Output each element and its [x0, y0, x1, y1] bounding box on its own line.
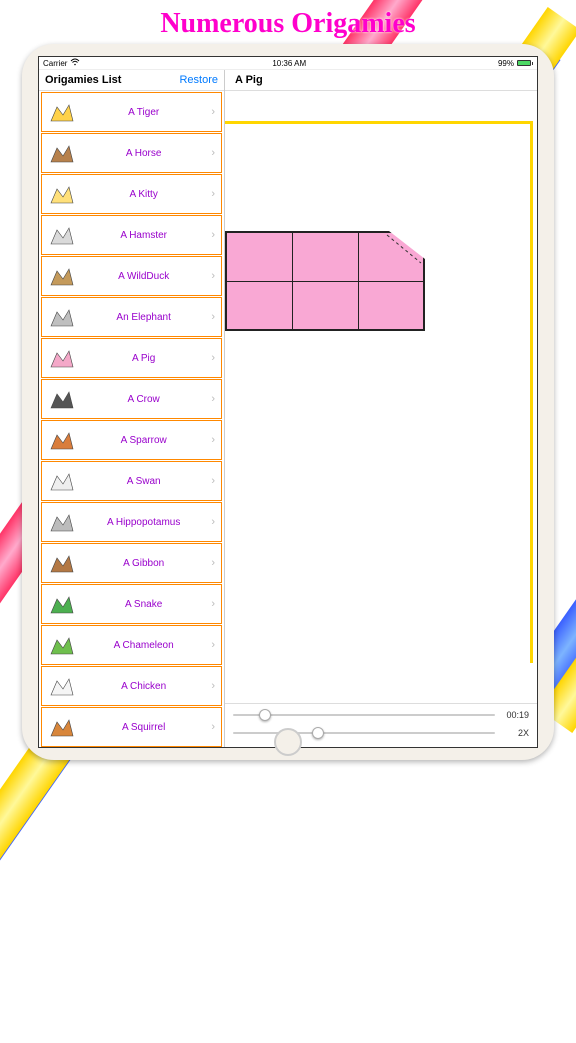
list-item[interactable]: A WildDuck› — [41, 256, 222, 296]
list-item-label: A Horse — [82, 148, 205, 159]
paper-rect — [225, 231, 425, 331]
chevron-right-icon: › — [205, 557, 221, 569]
origami-thumb-icon — [44, 709, 80, 745]
origami-thumb-icon — [44, 586, 80, 622]
chevron-right-icon: › — [205, 516, 221, 528]
list-item-label: A Hamster — [82, 230, 205, 241]
chevron-right-icon: › — [205, 721, 221, 733]
time-label: 00:19 — [501, 710, 529, 720]
origami-diagram — [225, 231, 435, 341]
diagram-canvas — [225, 91, 537, 703]
list-item[interactable]: A Gibbon› — [41, 543, 222, 583]
list-item[interactable]: A Chameleon› — [41, 625, 222, 665]
chevron-right-icon: › — [205, 147, 221, 159]
wifi-icon — [70, 58, 80, 68]
list-item-label: A Kitty — [82, 189, 205, 200]
chevron-right-icon: › — [205, 475, 221, 487]
list-item[interactable]: A Pig› — [41, 338, 222, 378]
speed-slider[interactable] — [233, 732, 495, 734]
chevron-right-icon: › — [205, 311, 221, 323]
chevron-right-icon: › — [205, 229, 221, 241]
sidebar-title: Origamies List — [45, 74, 121, 86]
origami-thumb-icon — [44, 668, 80, 704]
origami-thumb-icon — [44, 627, 80, 663]
carrier-label: Carrier — [43, 59, 67, 68]
chevron-right-icon: › — [205, 434, 221, 446]
frame-top — [225, 121, 533, 124]
list-item[interactable]: A Kitty› — [41, 174, 222, 214]
page-title: Numerous Origamies — [0, 0, 576, 42]
list-item-label: A Crow — [82, 394, 205, 405]
status-bar: Carrier 10:36 AM 99% — [39, 57, 537, 70]
list-item-label: A Swan — [82, 476, 205, 487]
home-button[interactable] — [274, 728, 302, 756]
origami-thumb-icon — [44, 176, 80, 212]
speed-label: 2X — [501, 728, 529, 738]
list-item-label: A Tiger — [82, 107, 205, 118]
chevron-right-icon: › — [205, 393, 221, 405]
origami-thumb-icon — [44, 299, 80, 335]
list-item[interactable]: A Horse› — [41, 133, 222, 173]
list-item-label: A Sparrow — [82, 435, 205, 446]
list-item[interactable]: A Chicken› — [41, 666, 222, 706]
origami-thumb-icon — [44, 381, 80, 417]
list-item-label: A WildDuck — [82, 271, 205, 282]
chevron-right-icon: › — [205, 188, 221, 200]
list-item-label: A Gibbon — [82, 558, 205, 569]
detail-title: A Pig — [225, 70, 537, 91]
origami-thumb-icon — [44, 217, 80, 253]
chevron-right-icon: › — [205, 106, 221, 118]
origami-thumb-icon — [44, 340, 80, 376]
list-item[interactable]: A Tiger› — [41, 92, 222, 132]
sidebar-header: Origamies List Restore — [39, 70, 224, 91]
origami-list: A Tiger›A Horse›A Kitty›A Hamster›A Wild… — [39, 91, 224, 747]
origami-thumb-icon — [44, 463, 80, 499]
battery-icon — [517, 60, 533, 66]
chevron-right-icon: › — [205, 270, 221, 282]
ipad-frame: Carrier 10:36 AM 99% Origamies List Rest… — [22, 44, 554, 760]
list-item-label: An Elephant — [82, 312, 205, 323]
list-item[interactable]: A Sparrow› — [41, 420, 222, 460]
split-view: Origamies List Restore A Tiger›A Horse›A… — [39, 70, 537, 747]
chevron-right-icon: › — [205, 639, 221, 651]
list-item[interactable]: A Crow› — [41, 379, 222, 419]
clock-label: 10:36 AM — [272, 59, 306, 68]
origami-thumb-icon — [44, 422, 80, 458]
sidebar: Origamies List Restore A Tiger›A Horse›A… — [39, 70, 225, 747]
list-item[interactable]: A Swan› — [41, 461, 222, 501]
list-item[interactable]: A Hamster› — [41, 215, 222, 255]
origami-thumb-icon — [44, 504, 80, 540]
time-slider-thumb[interactable] — [259, 709, 271, 721]
ipad-screen: Carrier 10:36 AM 99% Origamies List Rest… — [38, 56, 538, 748]
battery-pct: 99% — [498, 59, 514, 68]
list-item-label: A Snake — [82, 599, 205, 610]
list-item-label: A Hippopotamus — [82, 517, 205, 528]
list-item-label: A Squirrel — [82, 722, 205, 733]
detail-pane: A Pig — [225, 70, 537, 747]
list-item-label: A Chicken — [82, 681, 205, 692]
origami-thumb-icon — [44, 94, 80, 130]
list-item-label: A Pig — [82, 353, 205, 364]
frame-right — [530, 121, 533, 663]
list-item-label: A Chameleon — [82, 640, 205, 651]
list-item[interactable]: A Snake› — [41, 584, 222, 624]
playback-controls: 00:19 2X — [225, 703, 537, 747]
origami-thumb-icon — [44, 258, 80, 294]
time-slider[interactable] — [233, 714, 495, 716]
origami-thumb-icon — [44, 135, 80, 171]
origami-thumb-icon — [44, 545, 80, 581]
speed-slider-thumb[interactable] — [312, 727, 324, 739]
chevron-right-icon: › — [205, 680, 221, 692]
list-item[interactable]: A Hippopotamus› — [41, 502, 222, 542]
list-item[interactable]: An Elephant› — [41, 297, 222, 337]
chevron-right-icon: › — [205, 598, 221, 610]
list-item[interactable]: A Squirrel› — [41, 707, 222, 747]
chevron-right-icon: › — [205, 352, 221, 364]
restore-button[interactable]: Restore — [179, 74, 218, 86]
